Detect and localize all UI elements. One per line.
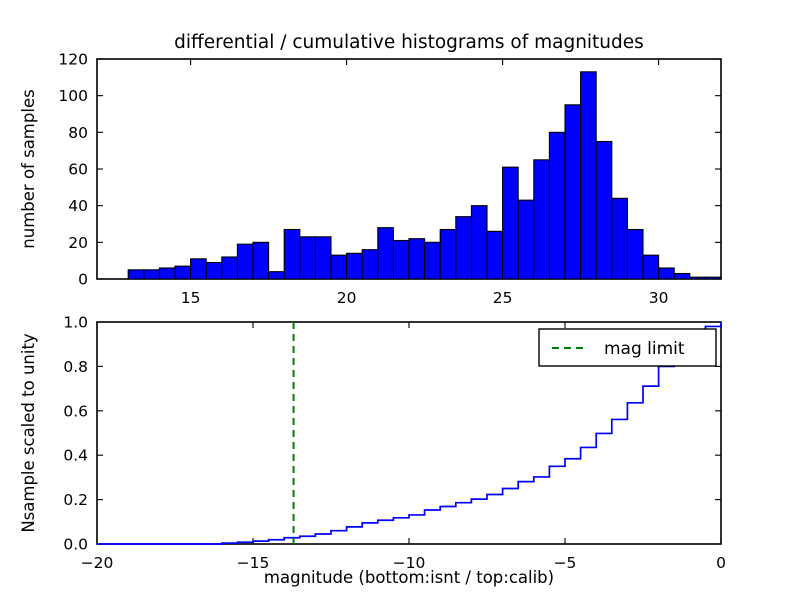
histogram-bar (440, 230, 456, 280)
histogram-bar (378, 228, 394, 279)
top-y-ticklabel: 120 (58, 51, 88, 69)
histogram-bar (581, 72, 597, 279)
bottom-y-axis-label: Nsample scaled to unity (19, 333, 38, 533)
x-axis-label: magnitude (bottom:isnt / top:calib) (264, 568, 554, 587)
bottom-y-ticklabel: 0.4 (63, 447, 88, 465)
top-y-ticklabel: 60 (68, 161, 88, 179)
top-x-ticklabel: 30 (649, 289, 669, 307)
histogram-bar (128, 270, 144, 279)
histogram-bar (191, 259, 207, 279)
bottom-x-ticklabel: −5 (554, 554, 577, 572)
bottom-y-ticklabel: 0.8 (63, 358, 88, 376)
histogram-bar (596, 142, 612, 280)
histogram-bar (503, 167, 519, 279)
histogram-bar (144, 270, 160, 279)
top-y-ticklabel: 40 (68, 197, 88, 215)
histogram-bar (300, 237, 316, 279)
top-y-ticklabel: 80 (68, 124, 88, 142)
histogram-bar (549, 132, 565, 279)
histogram-bar (456, 217, 472, 279)
top-y-ticklabel: 0 (78, 271, 88, 289)
histogram-bar (347, 253, 363, 279)
chart-title: differential / cumulative histograms of … (174, 32, 644, 53)
histogram-bar (471, 206, 487, 279)
histogram-bar (237, 244, 253, 279)
chart-svg: differential / cumulative histograms of … (0, 0, 800, 600)
histogram-bar (175, 266, 191, 279)
top-x-ticklabel: 25 (493, 289, 513, 307)
top-x-ticklabel: 15 (181, 289, 201, 307)
histogram-bar (315, 237, 331, 279)
figure-canvas: differential / cumulative histograms of … (0, 0, 800, 600)
bottom-y-ticklabel: 1.0 (63, 314, 88, 332)
histogram-bar (674, 274, 690, 280)
histogram-bar (409, 239, 425, 279)
histogram-bar (487, 231, 503, 279)
histogram-bar (534, 160, 550, 279)
histogram-bars (128, 72, 721, 279)
legend-label-mag-limit: mag limit (604, 339, 685, 359)
top-panel: differential / cumulative histograms of … (19, 32, 721, 307)
top-y-ticklabel: 20 (68, 234, 88, 252)
histogram-bar (206, 263, 222, 280)
bottom-y-ticklabel: 0.2 (63, 491, 88, 509)
histogram-bar (331, 255, 347, 279)
histogram-bar (269, 272, 285, 279)
histogram-bar (565, 105, 581, 279)
histogram-bar (659, 268, 675, 279)
histogram-bar (393, 241, 409, 280)
histogram-bar (159, 268, 175, 279)
legend: mag limit (539, 329, 716, 366)
histogram-bar (222, 257, 238, 279)
bottom-y-ticklabel: 0.6 (63, 402, 88, 420)
histogram-bar (362, 250, 378, 279)
bottom-x-ticklabel: 0 (716, 554, 726, 572)
histogram-bar (690, 277, 706, 279)
bottom-x-ticklabel: −20 (81, 554, 114, 572)
bottom-panel: −20−15−10−500.00.20.40.60.81.0 Nsample s… (19, 314, 726, 588)
histogram-bar (425, 242, 441, 279)
histogram-bar (284, 230, 300, 280)
histogram-bar (253, 242, 269, 279)
histogram-bar (643, 255, 659, 279)
histogram-bar (518, 200, 534, 279)
bottom-y-ticklabel: 0.0 (63, 536, 88, 554)
top-y-axis-label: number of samples (19, 89, 38, 248)
histogram-bar (627, 230, 643, 280)
top-y-ticklabel: 100 (58, 87, 88, 105)
histogram-bar (612, 198, 628, 279)
top-x-ticklabel: 20 (337, 289, 357, 307)
